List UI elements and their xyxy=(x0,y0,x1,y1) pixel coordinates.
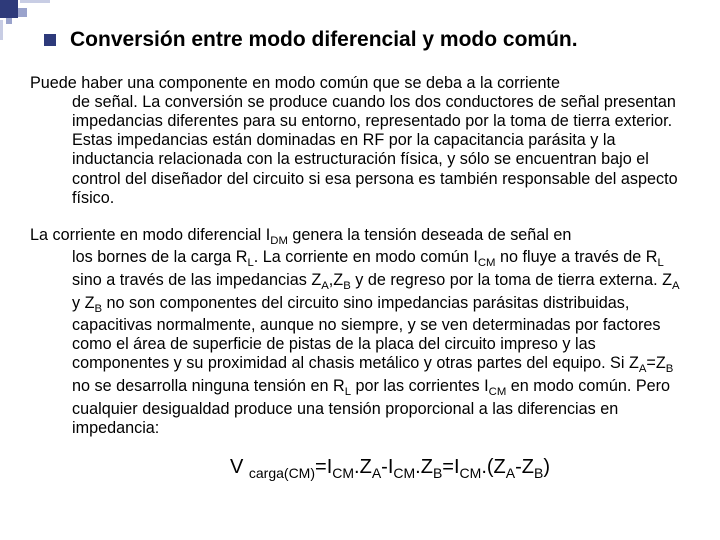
para1-rest: de señal. La conversión se produce cuand… xyxy=(30,93,690,208)
paragraph-2: La corriente en modo diferencial IDM gen… xyxy=(30,226,690,438)
para2-rest: los bornes de la carga RL. La corriente … xyxy=(30,248,690,437)
paragraph-1: Puede haber una componente en modo común… xyxy=(30,74,690,208)
para2-first-line: La corriente en modo diferencial IDM gen… xyxy=(30,226,690,249)
slide-title: Conversión entre modo diferencial y modo… xyxy=(70,28,578,52)
formula: V carga(CM)=ICM.ZA-ICM.ZB=ICM.(ZA-ZB) xyxy=(30,456,690,481)
corner-decoration xyxy=(0,0,60,50)
title-row: Conversión entre modo diferencial y modo… xyxy=(44,28,690,52)
para1-first-line: Puede haber una componente en modo común… xyxy=(30,74,690,93)
